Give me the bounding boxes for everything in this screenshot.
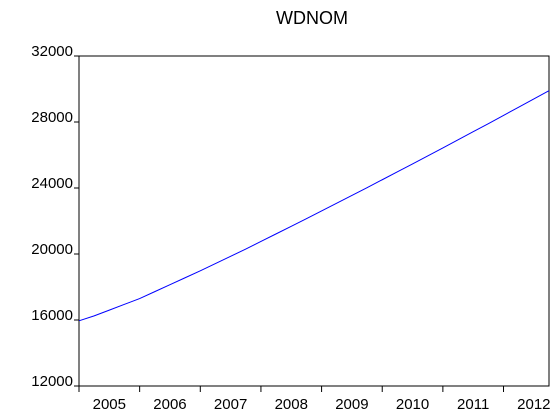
- y-tick-label: 24000: [31, 175, 73, 192]
- y-tick-label: 20000: [31, 241, 73, 258]
- y-tick-label: 32000: [31, 43, 73, 60]
- y-tick-label: 12000: [31, 373, 73, 390]
- chart-title: WDNOM: [276, 8, 348, 28]
- x-tick-label: 2008: [275, 396, 308, 413]
- x-tick-label: 2010: [396, 396, 429, 413]
- x-tick-label: 2005: [93, 396, 126, 413]
- y-tick-label: 16000: [31, 307, 73, 324]
- x-tick-label: 2012: [517, 396, 550, 413]
- x-tick-label: 2006: [153, 396, 186, 413]
- y-tick-label: 28000: [31, 109, 73, 126]
- x-tick-label: 2009: [335, 396, 368, 413]
- plot-frame: [78, 55, 550, 387]
- data-line: [78, 90, 550, 322]
- x-tick-label: 2007: [214, 396, 247, 413]
- x-tick-label: 2011: [457, 396, 489, 413]
